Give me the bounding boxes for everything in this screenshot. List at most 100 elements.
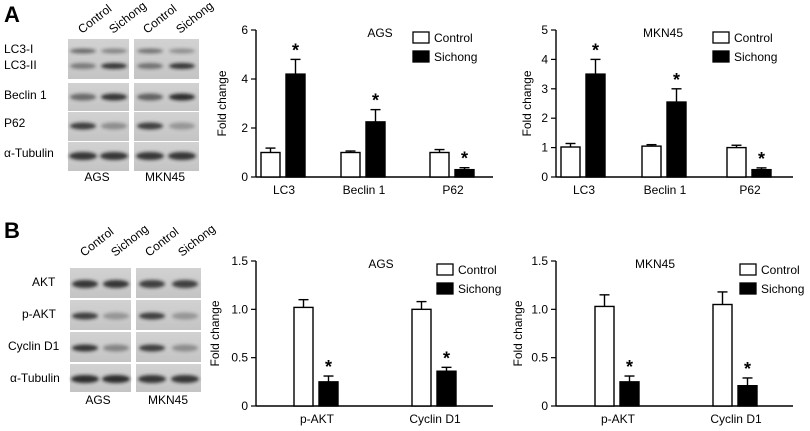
significance-star: * (626, 357, 633, 377)
blot-band (169, 122, 195, 130)
x-tick-label: p-AKT (300, 412, 335, 426)
blot-b-col-label: Sichong (175, 222, 218, 260)
blot-band (139, 312, 165, 320)
blot-a-col-label: Sichong (173, 0, 216, 36)
significance-star: * (592, 40, 599, 60)
bar (285, 73, 306, 178)
blot-band (103, 280, 129, 288)
y-tick-label: 6 (241, 23, 248, 37)
blot-a-row-label: α-Tubulin (4, 146, 54, 160)
y-tick-label: 0 (541, 170, 548, 184)
bar (365, 121, 386, 178)
y-tick-label: 1.0 (531, 302, 548, 316)
legend-label: Control (458, 263, 497, 277)
bar (293, 306, 314, 407)
y-tick-label: 1.0 (231, 302, 248, 316)
blot-band (139, 344, 165, 352)
blot-panel-a: Control Sichong Control Sichong LC3-I LC… (4, 0, 216, 184)
blot-band (72, 344, 98, 352)
blot-b-column-labels: Control Sichong Control Sichong (77, 222, 218, 260)
bar (666, 101, 687, 178)
blot-a-col-label: Sichong (106, 0, 149, 36)
blot-band (101, 48, 127, 54)
significance-star: * (673, 70, 680, 90)
blot-band (172, 312, 198, 320)
blot-band (100, 152, 128, 160)
y-axis-label: Fold change (208, 300, 222, 366)
bar (585, 73, 606, 178)
legend-swatch (412, 50, 430, 63)
bar (429, 151, 450, 178)
legend-label: Sichong (458, 282, 501, 296)
y-tick-label: 5 (541, 23, 548, 37)
blot-b-row-label: AKT (32, 275, 56, 289)
blot-a-column-labels: Control Sichong Control Sichong (75, 0, 216, 36)
blot-band (101, 93, 127, 101)
blot-a-row-label: Beclin 1 (4, 88, 47, 102)
blot-band (137, 63, 163, 69)
blot-b-row-label: α-Tubulin (10, 371, 60, 385)
y-axis-label: Fold change (511, 300, 525, 366)
blot-a-strips (68, 39, 199, 171)
blot-band (71, 375, 99, 383)
bar (641, 145, 662, 178)
bar (726, 146, 747, 178)
bar (594, 305, 615, 407)
blot-band (169, 63, 195, 69)
blot-b-col-label: Sichong (108, 222, 151, 260)
blot-band (172, 280, 198, 288)
blot-b-cell-line: MKN45 (148, 393, 188, 407)
y-tick-label: 3 (541, 82, 548, 96)
blot-panel-b: Control Sichong Control Sichong AKT p-AK… (8, 222, 218, 407)
legend-swatch (712, 50, 730, 63)
blot-band (69, 152, 97, 160)
legend-label: Control (434, 31, 473, 45)
blot-band (171, 375, 199, 383)
blot-b-row-labels: AKT p-AKT Cyclin D1 α-Tubulin (8, 275, 60, 385)
x-tick-label: P62 (739, 183, 761, 197)
blot-band (169, 93, 195, 101)
blot-band (136, 152, 164, 160)
chart-a-mkn45: 0 1 2 3 4 5 Fold change MKN45 * LC3 * Beclin 1 * P62 C… (520, 23, 793, 197)
bar (454, 168, 475, 178)
chart-b-ags: 0 0.5 1.0 1.5 Fold change AGS * p-AKT * Cyclin D1… (208, 254, 501, 426)
x-tick-label: p-AKT (601, 412, 636, 426)
blot-band (169, 48, 195, 54)
y-tick-label: 2 (541, 111, 548, 125)
legend-swatch (436, 263, 454, 276)
x-tick-label: Cyclin D1 (710, 412, 762, 426)
blot-band (101, 63, 127, 69)
x-tick-label: Cyclin D1 (409, 412, 461, 426)
legend-label: Control (734, 31, 773, 45)
chart-title: MKN45 (635, 257, 675, 271)
x-tick-label: Beclin 1 (644, 183, 687, 197)
significance-star: * (744, 359, 751, 379)
blot-band (172, 344, 198, 352)
blot-b-cell-line: AGS (85, 393, 110, 407)
blot-band (101, 122, 127, 130)
bar (411, 308, 432, 407)
y-tick-label: 2 (241, 121, 248, 135)
legend-swatch (436, 282, 454, 295)
chart-b-mkn45: 0 0.5 1.0 1.5 Fold change MKN45 * p-AKT * Cyclin … (511, 254, 804, 426)
chart-title: MKN45 (643, 26, 683, 40)
blot-band (70, 63, 96, 69)
blot-a-row-labels: LC3-I LC3-II Beclin 1 P62 α-Tubulin (4, 42, 54, 160)
blot-a-row-label: P62 (4, 116, 26, 130)
significance-star: * (325, 357, 332, 377)
y-tick-label: 4 (241, 72, 248, 86)
significance-star: * (292, 40, 299, 60)
y-tick-label: 0 (241, 399, 248, 413)
chart-title: AGS (367, 26, 392, 40)
chart-a-ags: 0 2 4 6 Fold change AGS * LC3 * Beclin 1 * P62 Contr… (215, 23, 493, 197)
blot-band (137, 48, 163, 54)
blot-b-strips (70, 268, 201, 392)
blot-band (70, 122, 96, 130)
blot-band (168, 152, 196, 160)
blot-band (137, 93, 163, 101)
bar (436, 370, 457, 407)
blot-a-row-label: LC3-I (4, 42, 33, 56)
legend-swatch (712, 31, 730, 44)
bar (751, 168, 772, 178)
